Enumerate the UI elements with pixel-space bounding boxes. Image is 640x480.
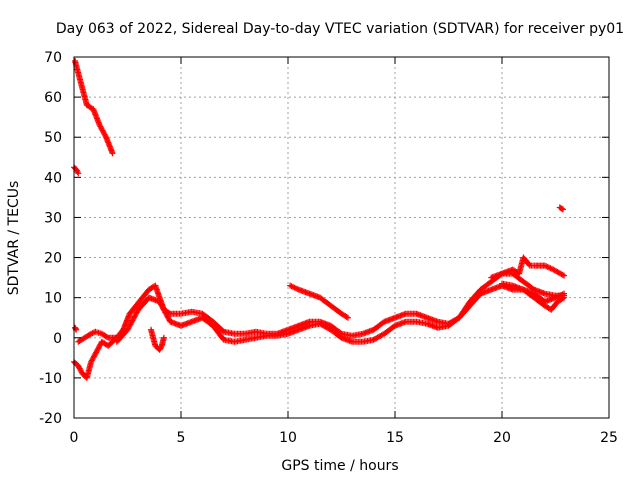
series-early-low	[72, 324, 80, 333]
x-tick-label: 15	[386, 430, 404, 446]
data-point	[160, 334, 167, 341]
x-tick-label: 20	[493, 430, 511, 446]
series-main-band-b	[113, 282, 568, 345]
series-early-high-decline	[72, 58, 116, 157]
y-tick-label: -10	[39, 371, 62, 387]
data-point	[75, 170, 82, 177]
data-point	[559, 206, 566, 213]
data-point	[158, 344, 165, 351]
series-segment-10-13	[287, 282, 351, 321]
data-point	[561, 294, 568, 301]
series-upper-21-23	[488, 254, 568, 281]
series-early-cluster-42	[71, 164, 82, 177]
x-tick-label: 5	[177, 430, 186, 446]
y-tick-label: -20	[39, 411, 62, 427]
y-tick-label: 10	[44, 291, 62, 307]
series-dip-start	[71, 336, 118, 381]
y-axis-label: SDTVAR / TECUs	[6, 181, 22, 296]
data-point	[103, 333, 110, 340]
y-tick-label: 60	[44, 90, 62, 106]
y-tick-label: 20	[44, 251, 62, 267]
x-axis-label: GPS time / hours	[281, 458, 398, 474]
plot-frame	[73, 56, 610, 419]
y-tick-label: 50	[44, 130, 62, 146]
series-isolated-32	[556, 204, 566, 213]
chart-title: Day 063 of 2022, Sidereal Day-to-day VTE…	[56, 21, 624, 37]
y-tick-label: 0	[53, 331, 62, 347]
series-dips-4h	[148, 326, 167, 353]
x-tick-label: 10	[279, 430, 297, 446]
x-tick-label: 25	[600, 430, 618, 446]
y-tick-label: 30	[44, 210, 62, 226]
x-tick-label: 0	[70, 430, 79, 446]
data-point	[561, 272, 568, 279]
axis-ticks	[73, 56, 610, 419]
data-point	[344, 314, 351, 321]
data-point	[109, 150, 116, 157]
data-point	[343, 313, 350, 320]
tick-labels: 0 5 10 15 20 25 -20 -10 0 10 20 30 40 50 60 70	[39, 50, 618, 446]
grid-lines	[74, 57, 609, 418]
data-point	[102, 132, 109, 139]
series-main-band-a	[75, 270, 568, 345]
data-point	[74, 168, 81, 175]
series-lower-21-23	[499, 280, 568, 313]
y-tick-label: 40	[44, 170, 62, 186]
data-point	[558, 205, 565, 212]
data-point	[559, 295, 566, 302]
data-series	[71, 58, 568, 381]
y-tick-label: 70	[44, 50, 62, 66]
data-point	[559, 271, 566, 278]
